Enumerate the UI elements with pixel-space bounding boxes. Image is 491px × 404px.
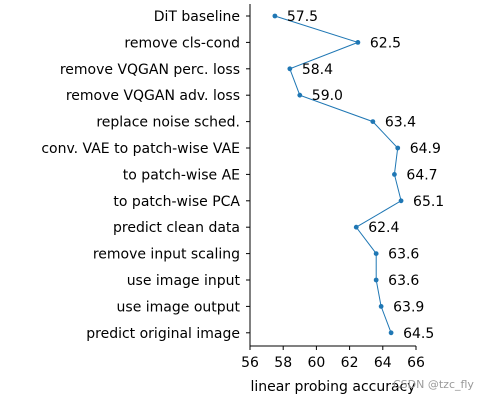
value-label: 63.6 — [388, 273, 419, 289]
category-label: remove input scaling — [93, 247, 240, 263]
category-label: to patch-wise PCA — [113, 194, 240, 210]
watermark: CSDN @tzc_fly — [393, 378, 474, 391]
x-axis-ticks: 56 58 60 62 64 66 — [241, 346, 425, 371]
category-label: predict original image — [86, 326, 240, 342]
x-tick-label: 60 — [307, 355, 325, 371]
data-point — [392, 172, 397, 177]
x-tick-label: 64 — [374, 355, 392, 371]
data-point — [370, 119, 376, 124]
x-tick-label: 66 — [407, 355, 425, 371]
category-label: remove VQGAN adv. loss — [66, 88, 240, 104]
category-label: to patch-wise AE — [123, 167, 240, 183]
category-label: use image input — [127, 273, 241, 289]
value-label: 63.6 — [388, 247, 419, 263]
data-point — [297, 92, 303, 98]
category-label: remove cls-cond — [124, 35, 240, 51]
data-point — [373, 251, 379, 256]
value-label: 64.9 — [410, 141, 441, 157]
x-tick-label: 62 — [341, 355, 359, 371]
value-label: 62.4 — [368, 220, 399, 236]
value-label: 59.0 — [312, 88, 343, 104]
data-point — [355, 40, 361, 45]
category-label: conv. VAE to patch-wise VAE — [41, 141, 240, 157]
value-label: 63.4 — [385, 115, 416, 131]
value-labels: 57.5 62.5 58.4 59.0 63.4 64.9 64.7 65.1 62.4 63.6… — [287, 9, 444, 342]
series — [272, 13, 404, 336]
value-label: 64.5 — [403, 326, 434, 342]
category-labels: DiT baseline remove cls-cond remove VQGAN … — [41, 9, 240, 342]
data-point — [373, 277, 379, 283]
x-tick-label: 58 — [274, 355, 292, 371]
value-label: 62.5 — [370, 35, 401, 51]
category-label: predict clean data — [113, 220, 240, 236]
category-label: replace noise sched. — [96, 115, 240, 131]
value-label: 58.4 — [302, 62, 333, 78]
value-label: 64.7 — [406, 167, 437, 183]
value-label: 57.5 — [287, 9, 318, 25]
x-axis-title: linear probing accuracy — [250, 379, 415, 395]
category-label: use image output — [117, 299, 241, 315]
data-point — [395, 145, 401, 151]
category-label: remove VQGAN perc. loss — [60, 62, 240, 78]
data-point — [398, 198, 404, 204]
value-label: 63.9 — [393, 299, 424, 315]
data-point — [353, 224, 359, 230]
category-label: DiT baseline — [154, 9, 240, 25]
axes — [246, 4, 416, 347]
value-label: 65.1 — [413, 194, 444, 210]
data-point — [378, 304, 384, 309]
data-point — [287, 66, 293, 72]
data-point — [272, 13, 278, 19]
x-tick-label: 56 — [241, 355, 259, 371]
data-point — [388, 330, 394, 336]
series-line — [274, 15, 402, 333]
